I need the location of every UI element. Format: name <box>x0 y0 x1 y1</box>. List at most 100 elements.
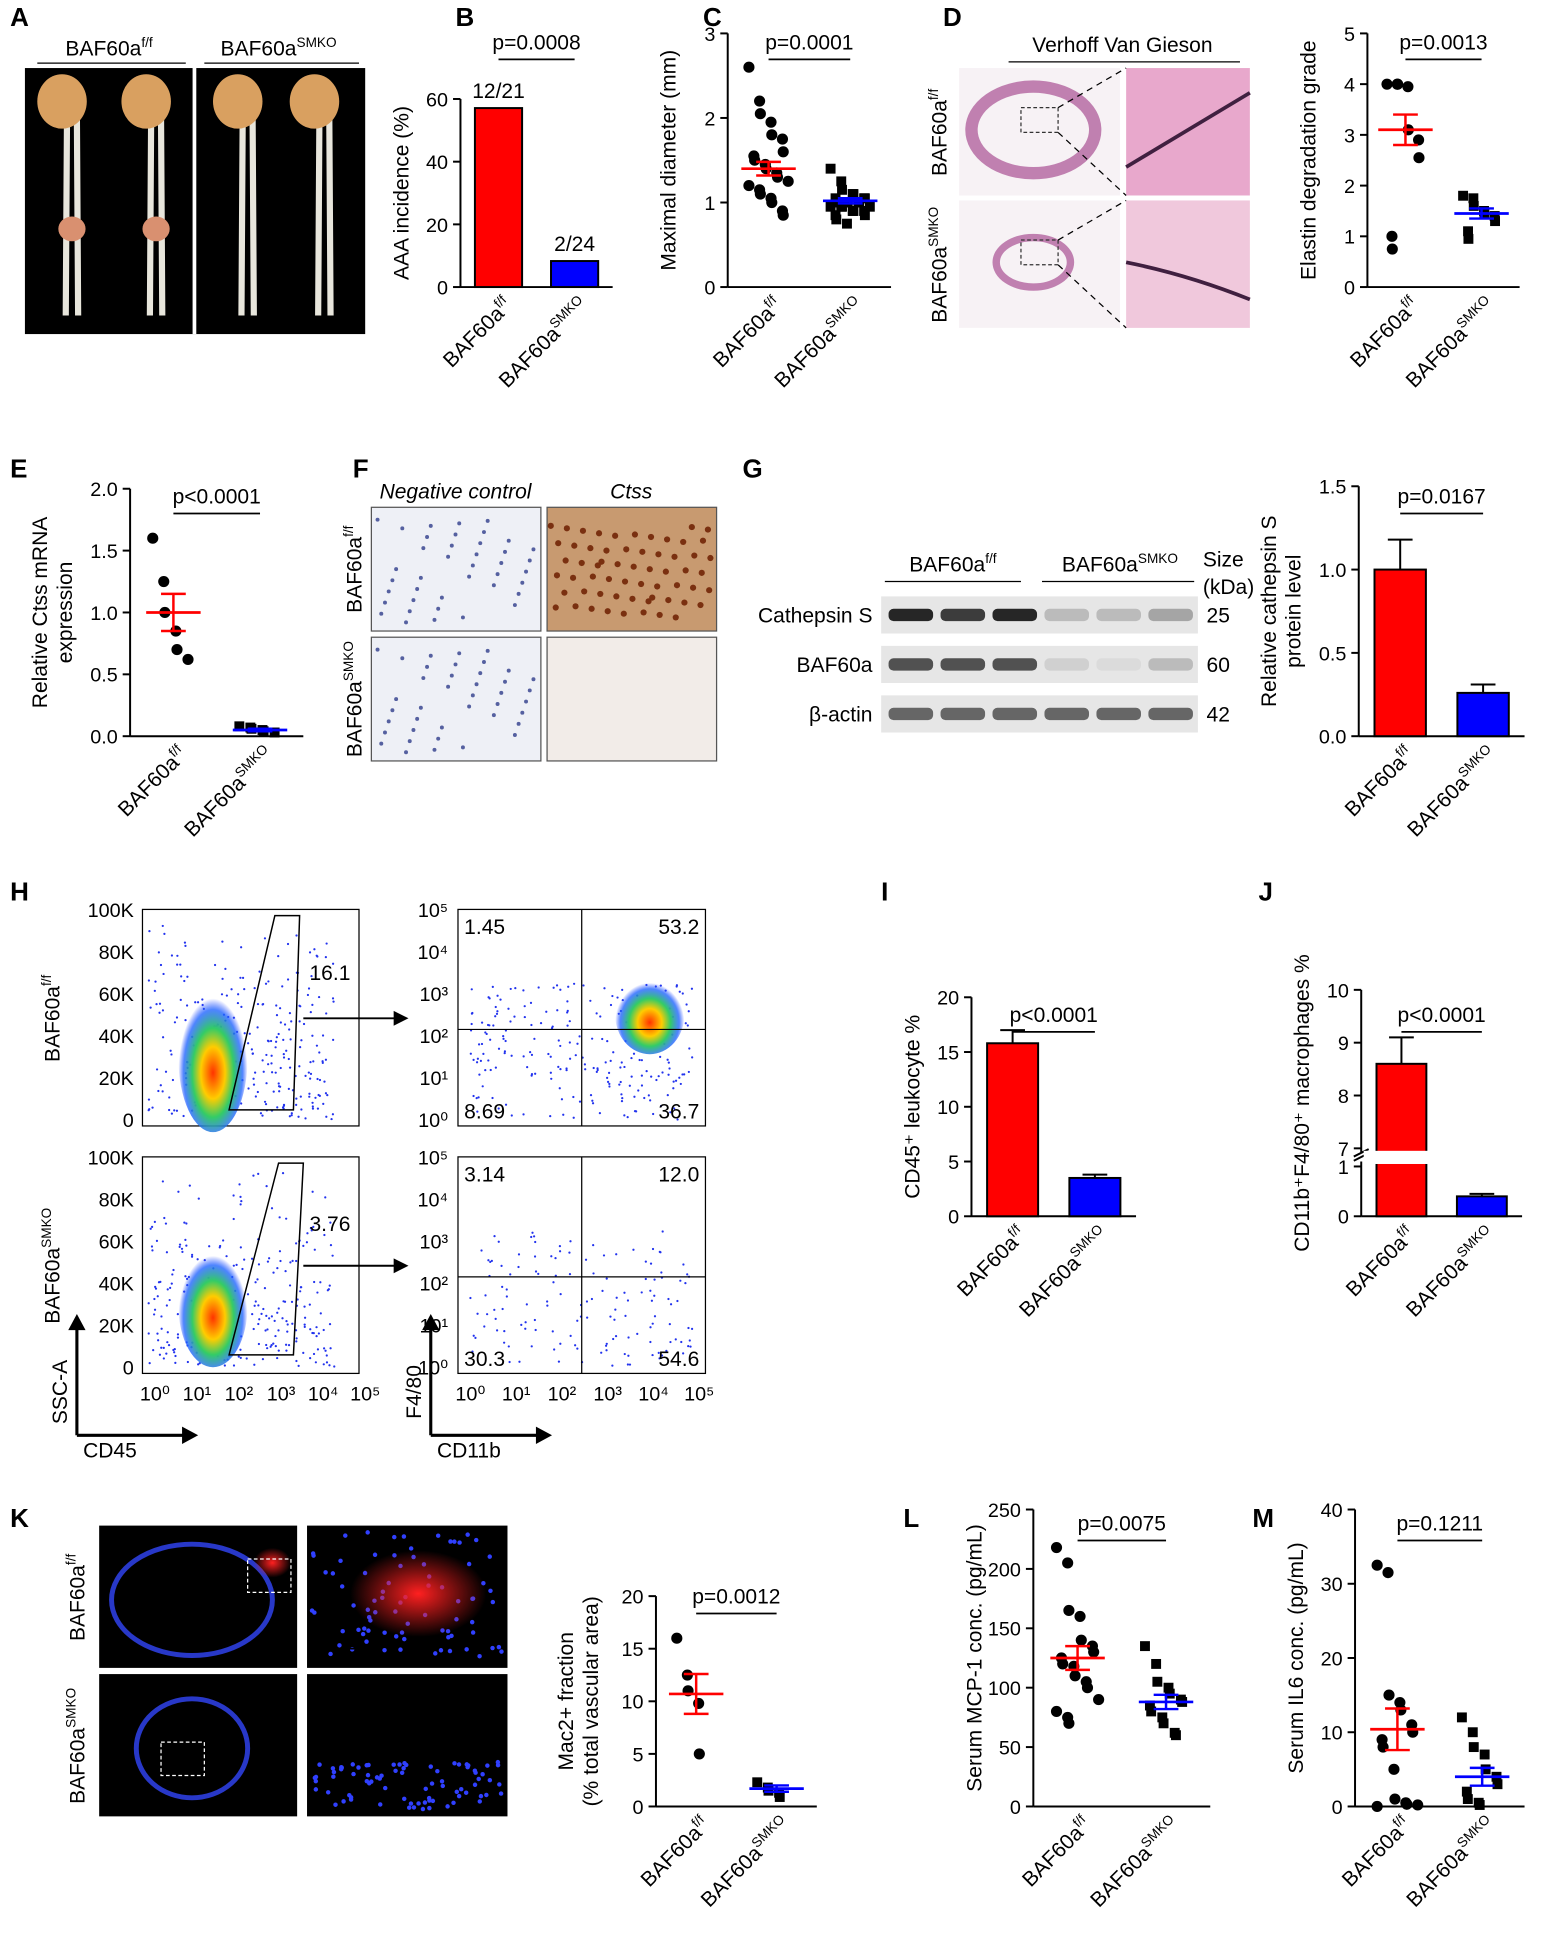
event <box>149 1006 152 1009</box>
nucleus <box>323 1570 328 1575</box>
event <box>240 1102 243 1105</box>
nucleus <box>438 1648 444 1653</box>
error-bar <box>1082 1173 1108 1178</box>
event <box>173 1351 176 1354</box>
nucleus <box>386 589 391 594</box>
event <box>147 1302 150 1305</box>
data-point <box>1371 1800 1383 1813</box>
event <box>287 1344 291 1347</box>
nucleus <box>379 1773 384 1778</box>
event <box>323 1233 326 1237</box>
event <box>546 1304 549 1307</box>
event <box>254 1300 257 1303</box>
y-tick-label: 0 <box>1344 277 1355 299</box>
event <box>559 1044 562 1048</box>
y-tick-label: 0 <box>1010 1797 1021 1819</box>
nucleus <box>375 647 380 652</box>
event <box>253 986 256 990</box>
event <box>595 1070 598 1073</box>
event <box>151 1249 154 1252</box>
data-point <box>825 163 836 174</box>
band-size: 25 <box>1207 604 1230 627</box>
event <box>496 994 499 997</box>
event <box>679 1279 682 1282</box>
event <box>485 1032 488 1036</box>
event <box>633 1095 636 1098</box>
y-tick-label: 20 <box>622 1587 644 1609</box>
band <box>1148 608 1193 622</box>
event <box>559 988 562 991</box>
x-tick-label: BAF60af/f <box>112 741 192 821</box>
event <box>497 1107 500 1110</box>
error-bar <box>1387 538 1413 570</box>
y-tick-label: 0.0 <box>1319 727 1347 749</box>
event <box>497 1240 500 1243</box>
row-label-base: BAF60a <box>66 1728 89 1804</box>
event <box>508 1360 511 1364</box>
event <box>300 1286 303 1289</box>
event <box>494 1005 497 1009</box>
event <box>170 1112 174 1115</box>
event <box>626 1299 630 1302</box>
row-label: BAF60aSMKO <box>926 207 952 323</box>
event <box>263 1287 267 1290</box>
event <box>487 1259 490 1262</box>
event <box>254 1071 257 1074</box>
event <box>686 1273 689 1276</box>
event <box>606 1040 609 1043</box>
event <box>470 1022 473 1026</box>
event <box>270 1062 273 1065</box>
nucleus <box>456 1762 462 1767</box>
event <box>550 1077 553 1080</box>
bar <box>1455 1195 1508 1218</box>
event <box>659 1055 662 1058</box>
event <box>272 1342 275 1345</box>
event <box>284 1343 288 1346</box>
y-tick-label: 1 <box>704 193 715 215</box>
event <box>315 1335 318 1338</box>
event <box>325 942 328 945</box>
nucleus <box>430 1798 436 1804</box>
event <box>615 1253 618 1256</box>
zoom-box <box>1020 239 1059 266</box>
nucleus <box>360 1631 366 1637</box>
event <box>640 1084 644 1087</box>
event <box>273 1319 276 1322</box>
stain-spot <box>588 605 595 612</box>
if-image <box>99 1525 298 1668</box>
panel-letter: F <box>353 454 369 484</box>
nucleus <box>498 1791 504 1796</box>
data-point <box>776 133 789 145</box>
event <box>667 1297 670 1301</box>
event <box>303 1325 306 1329</box>
y-axis-label: Serum IL6 conc. (pg/mL) <box>1285 1542 1308 1773</box>
event <box>554 1257 557 1260</box>
event <box>298 1020 301 1023</box>
event <box>261 1358 265 1361</box>
flow-tick: 10⁰ <box>418 1110 448 1132</box>
event <box>311 1190 314 1193</box>
nucleus <box>432 747 437 752</box>
nucleus <box>449 673 454 678</box>
event <box>319 1281 322 1284</box>
event <box>620 1099 624 1103</box>
event <box>507 1345 510 1348</box>
event <box>532 1235 536 1238</box>
data-point <box>1063 1604 1075 1617</box>
event <box>471 1011 474 1015</box>
nucleus <box>379 611 384 616</box>
nucleus <box>383 730 387 735</box>
event <box>491 1096 494 1100</box>
event <box>147 979 151 982</box>
nucleus <box>393 1768 398 1774</box>
flow-tick: 10⁵ <box>418 900 448 922</box>
event <box>263 1100 267 1103</box>
event <box>303 1323 306 1326</box>
nucleus <box>428 1764 434 1769</box>
event <box>502 1037 505 1040</box>
heart <box>289 74 340 129</box>
event <box>475 1061 479 1064</box>
event <box>472 1334 475 1337</box>
event <box>286 942 290 946</box>
vessel <box>109 1541 275 1658</box>
